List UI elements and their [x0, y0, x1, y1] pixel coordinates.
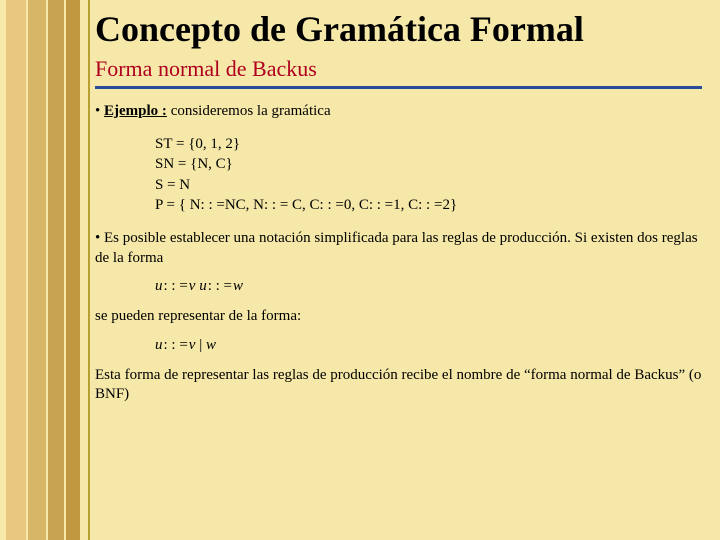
- formula2-pipe: |: [195, 337, 206, 353]
- deco-bar-2: [28, 0, 46, 540]
- example-text: consideremos la gramática: [171, 103, 331, 119]
- slide-subtitle: Forma normal de Backus: [95, 56, 702, 89]
- para-2: se pueden representar de la forma:: [95, 307, 702, 327]
- grammar-sn: SN = {N, C}: [155, 154, 702, 174]
- slide-content: Concepto de Gramática Formal Forma norma…: [95, 8, 702, 415]
- para-1: • Es posible establecer una notación sim…: [95, 229, 702, 268]
- grammar-block: ST = {0, 1, 2} SN = {N, C} S = N P = { N…: [155, 134, 702, 215]
- example-label: Ejemplo :: [104, 103, 167, 119]
- grammar-st: ST = {0, 1, 2}: [155, 134, 702, 154]
- bullet: •: [95, 103, 100, 119]
- example-line: • Ejemplo : consideremos la gramática: [95, 103, 702, 120]
- left-decoration: [0, 0, 90, 540]
- formula1-op1: : : =: [164, 278, 188, 294]
- formula-1: u: : =v u: : =w: [155, 278, 702, 295]
- formula1-v1: v: [189, 278, 196, 294]
- para-3: Esta forma de representar las reglas de …: [95, 366, 702, 405]
- formula2-u: u: [155, 337, 163, 353]
- deco-bar-1: [6, 0, 26, 540]
- formula2-op: : : =: [164, 337, 188, 353]
- formula1-u1: u: [155, 278, 163, 294]
- formula1-w: w: [233, 278, 243, 294]
- slide-title: Concepto de Gramática Formal: [95, 8, 702, 50]
- grammar-s: S = N: [155, 175, 702, 195]
- formula2-w: w: [206, 337, 216, 353]
- grammar-p: P = { N: : =NC, N: : = C, C: : =0, C: : …: [155, 195, 702, 215]
- formula1-u2: u: [199, 278, 207, 294]
- formula-2: u: : =v | w: [155, 337, 702, 354]
- deco-border: [88, 0, 90, 540]
- deco-bar-3: [48, 0, 64, 540]
- deco-bar-4: [66, 0, 80, 540]
- formula1-op2: : : =: [208, 278, 232, 294]
